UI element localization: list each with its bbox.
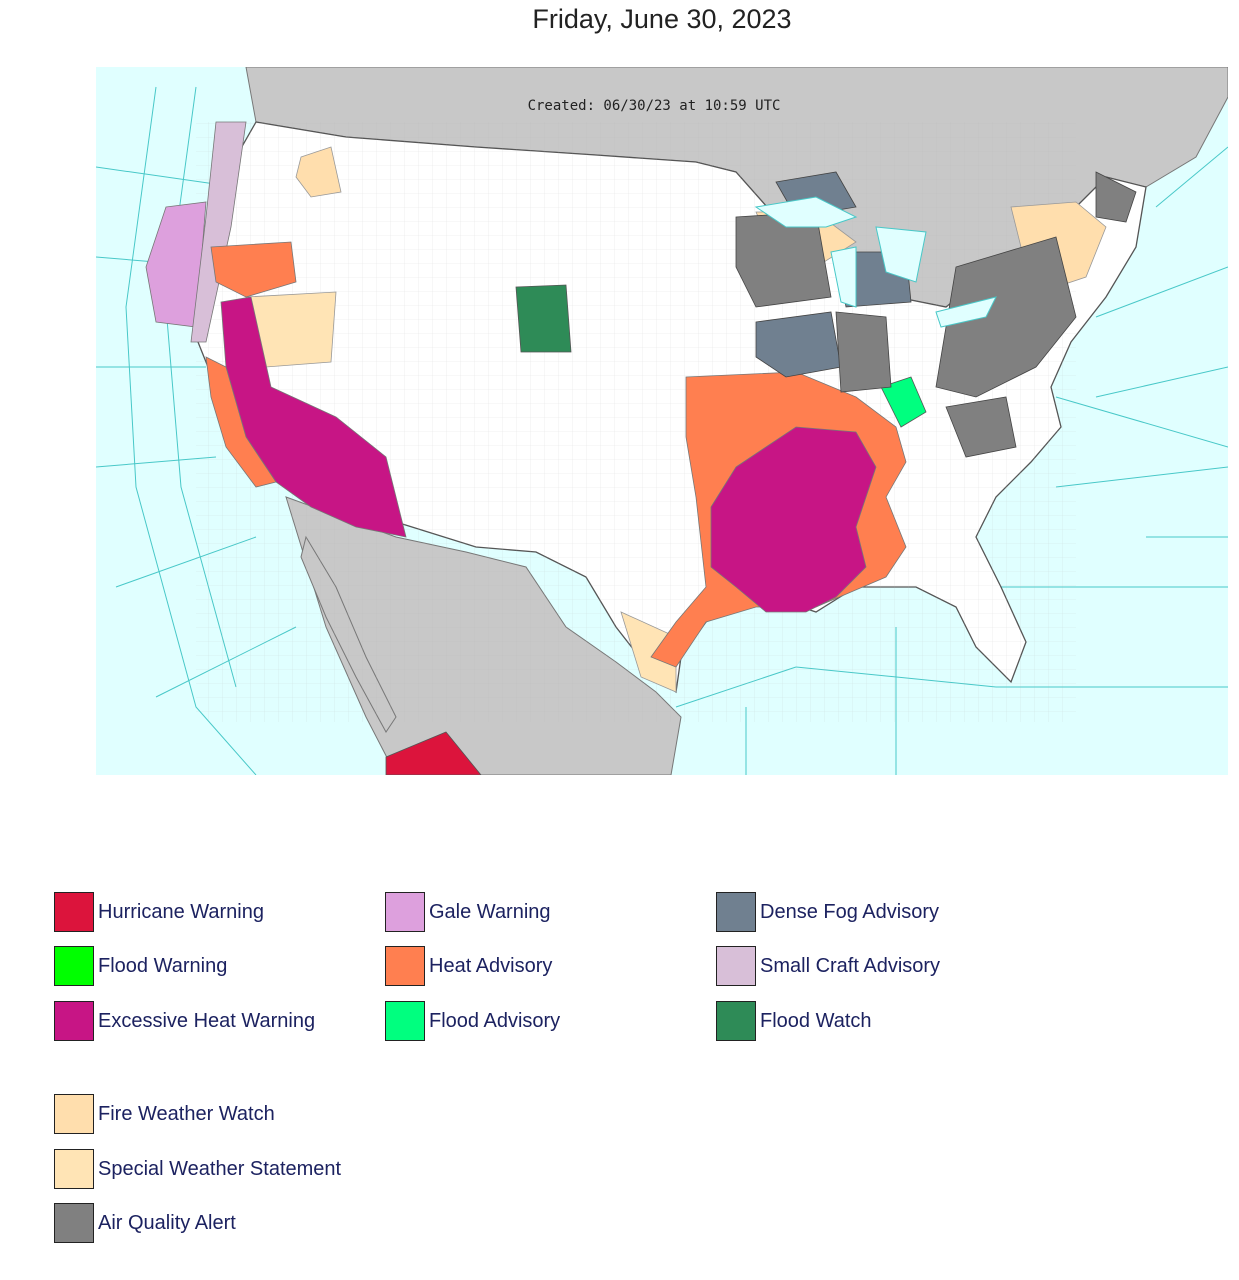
legend-label: Special Weather Statement <box>98 1157 342 1180</box>
legend-label: Fire Weather Watch <box>98 1102 275 1125</box>
legend-item: Gale Warning <box>385 890 551 934</box>
legend-item: Heat Advisory <box>385 944 552 988</box>
legend-swatch <box>716 1001 756 1041</box>
legend-swatch <box>385 1001 425 1041</box>
legend-swatch <box>54 892 94 932</box>
legend-item: Special Weather Statement <box>54 1147 341 1191</box>
map-created-stamp: Created: 06/30/23 at 10:59 UTC <box>528 98 781 114</box>
legend-item: Flood Watch <box>716 999 872 1043</box>
alert-fire-weather-watch <box>295 146 342 198</box>
legend-label: Excessive Heat Warning <box>98 1009 316 1032</box>
legend-swatch <box>54 946 94 986</box>
legend-label: Hurricane Warning <box>98 900 264 923</box>
legend-label: Heat Advisory <box>429 954 553 977</box>
legend-label: Dense Fog Advisory <box>760 900 939 923</box>
alert-gale-warning <box>145 201 207 328</box>
great-lakes <box>754 196 997 328</box>
legend-swatch <box>54 1149 94 1189</box>
legend-item: Fire Weather Watch <box>54 1092 275 1136</box>
alert-heat-advisory <box>210 241 297 298</box>
page-title: Friday, June 30, 2023 <box>532 4 792 34</box>
legend-swatch <box>716 946 756 986</box>
legend-swatch <box>54 1001 94 1041</box>
legend-item: Flood Warning <box>54 944 227 988</box>
legend-swatch <box>385 892 425 932</box>
legend-item: Dense Fog Advisory <box>716 890 939 934</box>
alert-small-craft-advisory <box>190 121 247 343</box>
weather-alert-map: Created: 06/30/23 at 10:59 UTC <box>96 67 1228 775</box>
legend-swatch <box>716 892 756 932</box>
legend-label: Air Quality Alert <box>98 1211 236 1234</box>
legend-item: Air Quality Alert <box>54 1201 236 1245</box>
legend-swatch <box>54 1094 94 1134</box>
alert-flood-watch <box>515 284 572 353</box>
alert-dense-fog-advisory <box>755 311 842 378</box>
alert-flood-advisory <box>880 376 927 428</box>
alert-hurricane-warning <box>385 731 482 775</box>
legend-label: Gale Warning <box>429 900 551 923</box>
legend-swatch <box>385 946 425 986</box>
legend-label: Flood Watch <box>760 1009 872 1032</box>
legend-swatch <box>54 1203 94 1243</box>
legend-label: Flood Advisory <box>429 1009 561 1032</box>
legend-label: Flood Warning <box>98 954 228 977</box>
legend-item: Small Craft Advisory <box>716 944 940 988</box>
legend-label: Small Craft Advisory <box>760 954 941 977</box>
legend-item: Hurricane Warning <box>54 890 264 934</box>
legend-item: Excessive Heat Warning <box>54 999 315 1043</box>
legend-item: Flood Advisory <box>385 999 560 1043</box>
